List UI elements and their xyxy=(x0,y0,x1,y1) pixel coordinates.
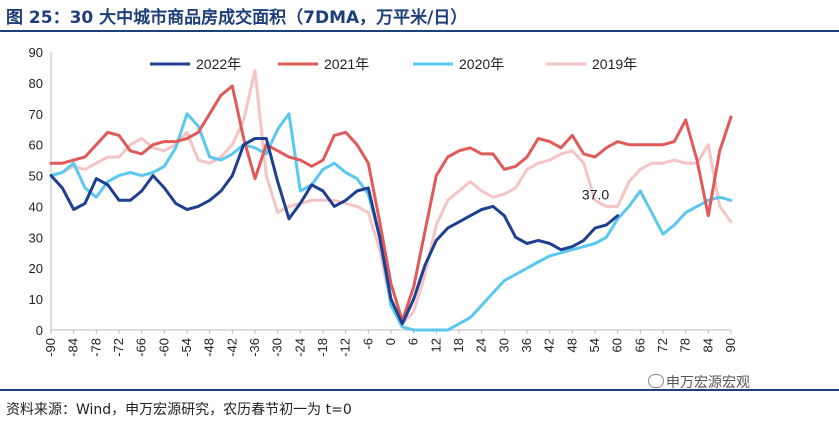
x-tick-label: 60 xyxy=(610,338,625,352)
wechat-icon xyxy=(648,374,664,388)
y-tick-label: 30 xyxy=(29,230,43,245)
x-tick-label: 30 xyxy=(496,338,511,352)
x-tick-label: -18 xyxy=(315,338,330,357)
y-tick-label: 70 xyxy=(29,107,43,122)
x-tick-label: -36 xyxy=(247,338,262,357)
x-tick-label: 6 xyxy=(406,338,421,345)
x-tick-label: -66 xyxy=(134,338,149,357)
y-tick-label: 40 xyxy=(29,199,43,214)
x-tick-label: 48 xyxy=(564,338,579,352)
x-tick-label: 72 xyxy=(655,338,670,352)
x-tick-label: 18 xyxy=(451,338,466,352)
x-tick-label: 54 xyxy=(587,338,602,352)
x-tick-label: 84 xyxy=(700,338,715,352)
x-tick-label: -54 xyxy=(179,338,194,357)
x-tick-label: -24 xyxy=(292,338,307,357)
y-tick-label: 10 xyxy=(29,292,43,307)
x-tick-label: 36 xyxy=(519,338,534,352)
y-tick-label: 50 xyxy=(29,169,43,184)
x-tick-label: 42 xyxy=(542,338,557,352)
x-tick-label: 12 xyxy=(428,338,443,352)
x-tick-label: 78 xyxy=(678,338,693,352)
x-tick-label: -6 xyxy=(360,338,375,350)
legend-label-2019年: 2019年 xyxy=(592,56,637,72)
series-line-2022年 xyxy=(49,137,620,326)
y-tick-label: 20 xyxy=(29,261,43,276)
legend-label-2020年: 2020年 xyxy=(459,56,504,72)
x-tick-label: -84 xyxy=(66,338,81,357)
footer-divider xyxy=(0,389,839,391)
x-tick-label: -90 xyxy=(43,338,58,357)
x-tick-label: 90 xyxy=(723,338,738,352)
x-tick-label: -60 xyxy=(156,338,171,357)
x-tick-label: -72 xyxy=(111,338,126,357)
series-line-2021年 xyxy=(49,84,733,323)
title-divider xyxy=(0,30,839,32)
legend: 2022年 2021年 2020年 2019年 xyxy=(150,56,637,72)
x-tick-label: 24 xyxy=(474,338,489,352)
y-tick-label: 80 xyxy=(29,76,43,91)
series-line-2020年 xyxy=(49,112,733,332)
x-tick-label: 0 xyxy=(383,338,398,345)
data-label-annotation: 37.0 xyxy=(582,187,609,203)
x-tick-label: -30 xyxy=(270,338,285,357)
y-tick-label: 0 xyxy=(36,323,43,338)
x-tick-label: -12 xyxy=(338,338,353,357)
x-tick-label: -48 xyxy=(202,338,217,357)
x-tick-label: 66 xyxy=(632,338,647,352)
legend-label-2021年: 2021年 xyxy=(324,56,369,72)
brand-label: 申万宏源宏观 xyxy=(666,375,750,391)
legend-label-2022年: 2022年 xyxy=(196,56,241,72)
annotations: 37.0 xyxy=(582,187,609,203)
series-lines xyxy=(49,69,733,332)
chart-title: 图 25：30 大中城市商品房成交面积（7DMA，万平米/日） xyxy=(6,8,468,28)
source-note: 资料来源：Wind，申万宏源研究，农历春节初一为 t=0 xyxy=(6,402,352,418)
y-tick-label: 90 xyxy=(29,45,43,60)
x-tick-label: -42 xyxy=(224,338,239,357)
y-tick-label: 60 xyxy=(29,138,43,153)
x-tick-label: -78 xyxy=(88,338,103,357)
